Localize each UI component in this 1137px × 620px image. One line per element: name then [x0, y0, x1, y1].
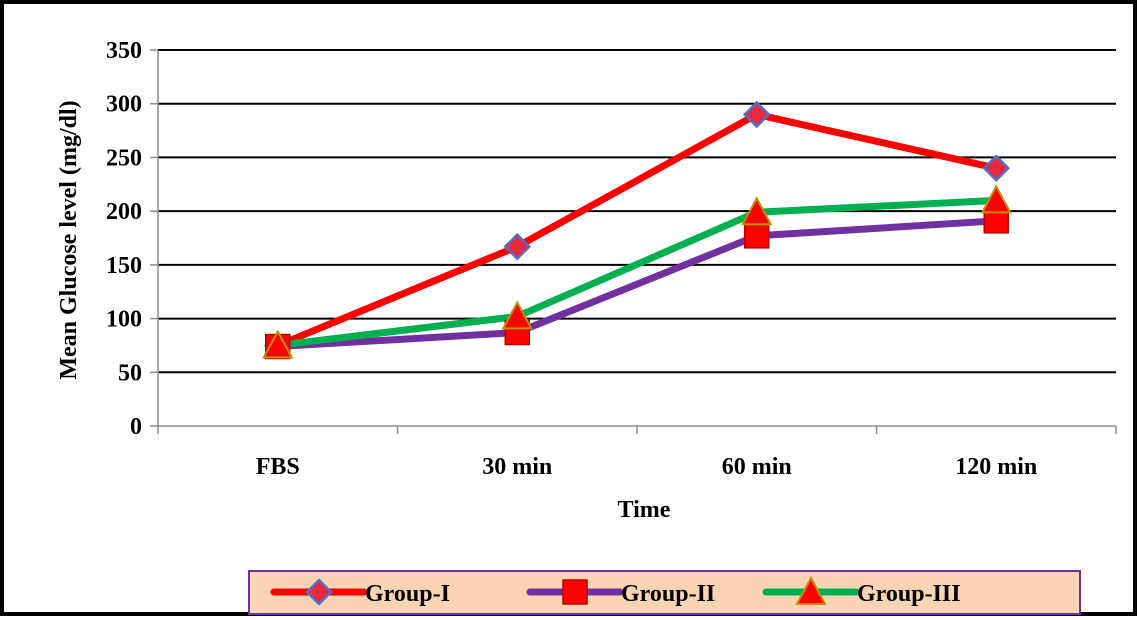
y-tick-label: 0: [130, 414, 142, 440]
line-chart: 0 50 100 150 200 250 300 350 FBS 30 min 60 min 120…: [56, 38, 1117, 615]
legend-label: Group-III: [857, 581, 961, 607]
data-point-group-ii: [744, 223, 770, 249]
y-tick-label: 150: [106, 253, 142, 279]
x-axis-title: Time: [618, 497, 671, 523]
series-line-group-i: [274, 110, 1000, 349]
axes: [150, 49, 1117, 434]
legend-items: Group-I Group-II Group-III: [270, 575, 961, 607]
legend-swatch-marker: [795, 575, 827, 605]
legend-entry-group-ii: Group-II: [526, 579, 715, 607]
data-point-group-i: [982, 154, 1011, 182]
series-lines: [274, 110, 1000, 351]
y-tick-label: 100: [106, 307, 142, 333]
legend-swatch-marker: [562, 579, 588, 605]
data-point-group-i: [742, 100, 771, 129]
y-tick-label: 200: [106, 199, 142, 225]
data-point-group-iii: [741, 196, 773, 226]
y-tick-label: 350: [106, 38, 142, 64]
x-tick-label: FBS: [256, 454, 300, 480]
legend-entry-group-i: Group-I: [270, 578, 450, 607]
data-point-group-iii: [980, 184, 1012, 214]
y-tick-label: 250: [106, 145, 142, 171]
legend-label: Group-II: [621, 581, 715, 607]
y-tick-label: 50: [118, 360, 142, 386]
y-axis-title: Mean Glucose level (mg/dl): [56, 100, 82, 379]
data-point-group-i: [503, 232, 532, 261]
data-point-group-iii: [262, 329, 294, 359]
series-line-group-iii: [274, 196, 1000, 349]
x-tick-label: 30 min: [482, 454, 552, 480]
legend-swatch-marker: [305, 578, 333, 606]
legend: Group-I Group-II Group-III: [248, 570, 1081, 615]
series-line-group-ii: [274, 217, 1000, 351]
legend-box: [248, 570, 1081, 615]
y-tick-labels: 0 50 100 150 200 250 300 350: [106, 38, 142, 440]
data-point-group-iii: [501, 300, 533, 330]
series-markers: [262, 100, 1012, 360]
x-tick-labels: FBS 30 min 60 min 120 min: [256, 454, 1038, 480]
x-tick-label: 60 min: [722, 454, 792, 480]
y-tick-label: 300: [106, 92, 142, 118]
legend-label: Group-I: [365, 581, 450, 607]
legend-entry-group-iii: Group-III: [762, 575, 961, 607]
x-tick-label: 120 min: [955, 454, 1037, 480]
gridlines: [158, 49, 1116, 374]
